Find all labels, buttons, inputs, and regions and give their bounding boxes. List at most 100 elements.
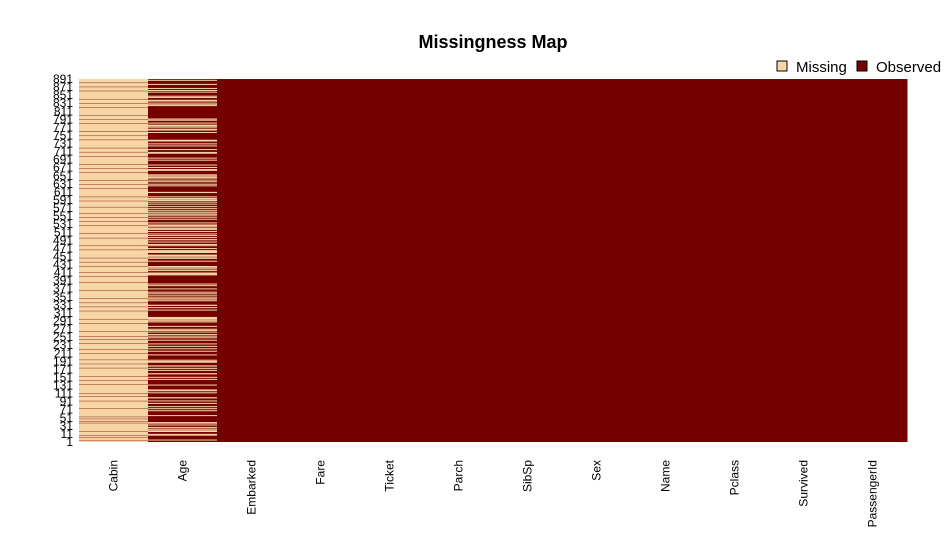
missing-cell-age	[148, 250, 217, 253]
y-tick-label: 171	[53, 362, 73, 376]
missing-cell-age	[148, 268, 217, 270]
missing-cell-age	[148, 244, 217, 245]
missing-cell-cabin	[79, 258, 148, 262]
legend-swatch-observed	[856, 60, 868, 72]
missing-cell-age	[148, 90, 217, 91]
y-tick-label: 51	[60, 411, 74, 425]
missing-cell-age	[148, 140, 217, 142]
y-tick-label: 71	[60, 403, 74, 417]
y-tick-label: 691	[53, 153, 73, 167]
missing-cell-age	[148, 241, 217, 243]
missing-cell-age	[148, 331, 217, 333]
missing-cell-cabin	[79, 87, 148, 91]
y-tick-label: 311	[54, 306, 73, 320]
missing-cell-age	[148, 235, 217, 237]
missing-cell-age	[148, 390, 217, 392]
missing-cell-cabin	[79, 136, 148, 140]
y-tick-label: 731	[53, 137, 73, 151]
column-observed-ticket	[355, 79, 425, 442]
missing-cell-age	[148, 329, 217, 331]
missing-cell-age	[148, 159, 217, 161]
missing-cell-age	[148, 288, 217, 290]
missing-cell-age	[148, 348, 217, 350]
y-tick-label: 851	[53, 88, 73, 102]
missing-cell-age	[148, 293, 217, 295]
missing-cell-age	[148, 254, 217, 256]
missing-cell-age	[148, 102, 217, 104]
missing-cell-age	[148, 389, 217, 391]
missing-cell-cabin	[79, 307, 148, 311]
missing-cell-cabin	[79, 303, 148, 307]
y-tick-label: 431	[53, 258, 73, 272]
missing-cell-cabin	[79, 290, 148, 299]
missing-cell-cabin	[79, 197, 148, 201]
missing-cell-age	[148, 428, 217, 430]
missing-cell-age	[148, 237, 217, 239]
missing-cell-age	[148, 152, 217, 154]
missing-cell-age	[148, 95, 217, 97]
missing-cell-age	[148, 291, 217, 293]
missing-cell-age	[148, 297, 217, 299]
x-tick-label-embarked: Embarked	[245, 460, 259, 515]
y-tick-label: 491	[53, 233, 73, 247]
column-observed-survived	[769, 79, 839, 442]
missing-cell-cabin	[79, 83, 148, 87]
missing-cell-cabin	[79, 401, 148, 409]
missing-cell-age	[148, 197, 217, 199]
missing-cell-cabin	[79, 343, 148, 350]
missing-cell-cabin	[79, 376, 148, 381]
missing-cell-age	[148, 214, 217, 216]
column-observed-age	[148, 79, 218, 442]
missing-cell-age	[148, 335, 217, 337]
missing-cell-age	[148, 124, 217, 126]
missing-cell-age	[148, 260, 217, 262]
missing-cell-age	[148, 157, 217, 159]
missing-cell-cabin	[79, 207, 148, 214]
missing-cell-cabin	[79, 431, 148, 436]
missing-cell-age	[148, 239, 217, 241]
missing-cell-age	[148, 105, 217, 107]
x-tick-label-ticket: Ticket	[383, 459, 397, 491]
missing-cell-age	[148, 200, 217, 201]
missing-cell-age	[148, 149, 217, 151]
y-tick-label: 631	[53, 177, 73, 191]
missing-cell-age	[148, 206, 217, 208]
missing-cell-cabin	[79, 331, 148, 337]
missing-cell-cabin	[79, 168, 148, 173]
missing-cell-cabin	[79, 172, 148, 181]
missing-cell-age	[148, 129, 217, 131]
missing-cell-cabin	[79, 368, 148, 376]
missing-cell-age	[148, 211, 217, 213]
missing-cell-cabin	[79, 272, 148, 277]
missing-cell-age	[148, 408, 217, 410]
missing-cell-age	[148, 337, 217, 339]
missing-cell-age	[148, 402, 217, 404]
missing-cell-age	[148, 400, 217, 402]
missing-cell-age	[148, 266, 217, 267]
missing-cell-age	[148, 392, 217, 394]
missing-cell-age	[148, 426, 217, 428]
column-observed-sibsp	[493, 79, 563, 442]
missing-cell-age	[148, 213, 217, 215]
missing-cell-cabin	[79, 417, 148, 419]
missing-cell-age	[148, 307, 217, 309]
missing-cell-age	[148, 410, 217, 412]
missing-cell-age	[148, 270, 217, 272]
missing-cell-age	[148, 83, 217, 85]
y-tick-label: 31	[60, 419, 74, 433]
missing-cell-age	[148, 139, 217, 141]
missing-cell-age	[148, 257, 217, 259]
missing-cell-age	[148, 397, 217, 399]
missing-cell-cabin	[79, 282, 148, 291]
missing-cell-age	[148, 359, 217, 361]
x-tick-label-sibsp: SibSp	[521, 460, 535, 492]
missing-cell-age	[148, 285, 217, 287]
missing-cell-age	[148, 256, 217, 258]
missing-cell-cabin	[79, 440, 148, 442]
y-tick-label: 511	[54, 225, 73, 239]
missing-cell-age	[148, 176, 217, 178]
legend: Missing Observed	[776, 59, 941, 76]
heatmap-plot-area	[79, 79, 908, 442]
missing-cell-age	[148, 185, 217, 187]
y-tick-label: 791	[53, 112, 73, 126]
